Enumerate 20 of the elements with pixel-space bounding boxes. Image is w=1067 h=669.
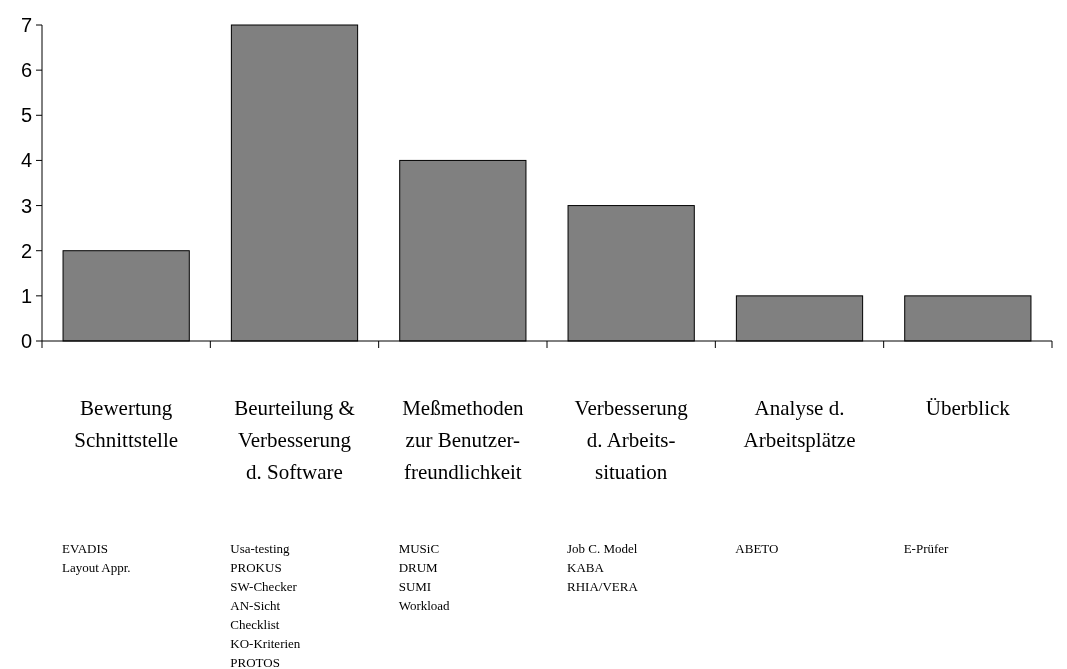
y-tick-label: 0 bbox=[20, 330, 32, 352]
text: Job C. Model KABA RHIA/VERA bbox=[567, 541, 639, 594]
x-tick-label: Verbesserung d. Arbeits- situation bbox=[574, 396, 689, 484]
x-tick-label: Bewertung Schnittstelle bbox=[74, 396, 179, 452]
text: EVADIS Layout Appr. bbox=[62, 541, 131, 575]
text: ABETO bbox=[735, 541, 779, 556]
text: Usa-testing PROKUS SW-Checker AN-Sicht Checklist KO-Kriterien PROTOS bbox=[230, 541, 301, 669]
y-tick-label: 2 bbox=[20, 239, 32, 262]
x-tick-label: Überblick bbox=[925, 396, 1011, 420]
x-tick-label: Beurteilung & Verbesserung d. Software bbox=[234, 396, 355, 484]
y-tick-label: 7 bbox=[20, 14, 32, 36]
text: E-Prüfer bbox=[903, 541, 950, 556]
y-tick-label: 3 bbox=[20, 194, 32, 217]
x-tick-label: Analyse d. Arbeitsplätze bbox=[743, 396, 856, 452]
y-tick-label: 4 bbox=[20, 149, 32, 172]
text: MUSiC DRUM SUMI Workload bbox=[398, 541, 451, 613]
x-tick-label: Meßmethoden zur Benutzer- freundlichkeit bbox=[402, 396, 524, 484]
y-tick-label: 5 bbox=[20, 104, 32, 127]
y-tick-label: 1 bbox=[20, 284, 32, 307]
y-tick-label: 6 bbox=[20, 59, 32, 82]
